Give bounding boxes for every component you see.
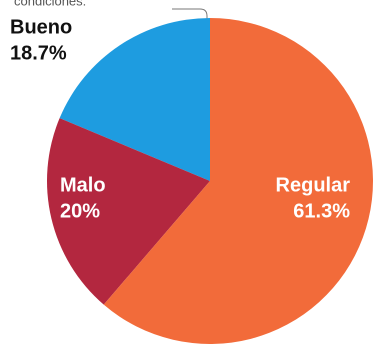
slice-value-label: 20% xyxy=(60,200,100,222)
annotation: condiciones: xyxy=(14,0,86,8)
slice-label: Bueno xyxy=(10,16,72,38)
slice-label: Regular xyxy=(276,174,351,196)
slice-value-label: 18.7% xyxy=(10,42,67,64)
leader-line xyxy=(172,8,208,20)
pie-slice xyxy=(46,118,210,305)
pie-slice xyxy=(103,18,373,344)
slice-value-label: 61.3% xyxy=(293,200,350,222)
pie-slice xyxy=(59,18,211,181)
slice-label: Malo xyxy=(60,174,106,196)
